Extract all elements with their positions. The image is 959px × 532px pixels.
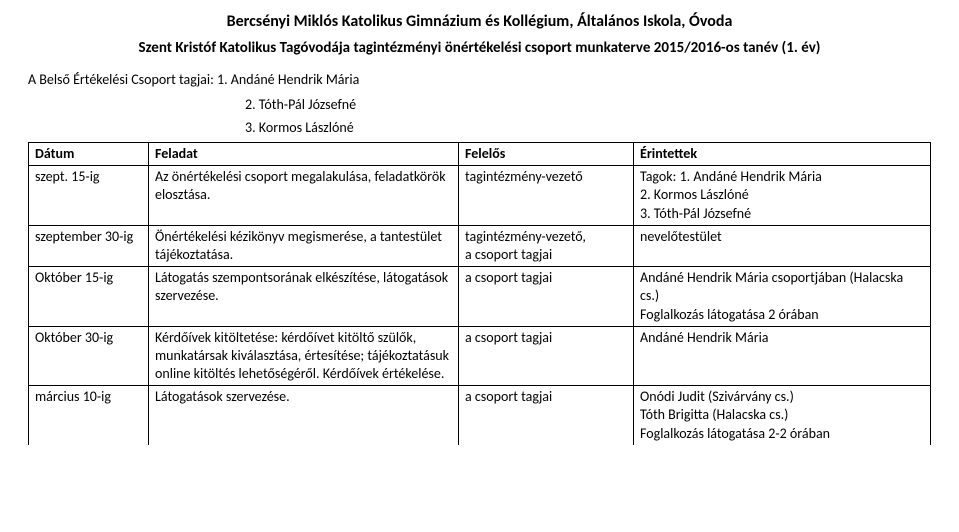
cell-involved: Andáné Hendrik Mária csoportjában (Halac… — [634, 267, 931, 327]
document-page: Bercsényi Miklós Katolikus Gimnázium és … — [0, 0, 959, 532]
cell-involved: Tagok: 1. Andáné Hendrik Mária 2. Kormos… — [634, 166, 931, 226]
cell-responsible: a csoport tagjai — [459, 267, 634, 327]
cell-task: Látogatások szervezése. — [149, 386, 459, 445]
members-label: A Belső Értékelési Csoport tagjai: — [28, 71, 214, 88]
cell-task: Látogatás szempontsorának elkészítése, l… — [149, 267, 459, 327]
table-header-row: Dátum Feladat Felelős Érintettek — [29, 143, 931, 166]
cell-date: március 10-ig — [29, 386, 149, 445]
col-date: Dátum — [29, 143, 149, 166]
member-2: 2. Tóth-Pál Józsefné — [28, 96, 931, 113]
cell-task: Kérdőívek kitöltetése: kérdőívet kitöltő… — [149, 326, 459, 386]
cell-involved: nevelőtestület — [634, 225, 931, 266]
cell-involved: Onódi Judit (Szivárvány cs.)Tóth Brigitt… — [634, 386, 931, 445]
cell-responsible: tagintézmény-vezető,a csoport tagjai — [459, 225, 634, 266]
col-responsible: Felelős — [459, 143, 634, 166]
member-3: 3. Kormos Lászlóné — [28, 119, 931, 136]
col-involved: Érintettek — [634, 143, 931, 166]
table-row: Október 15-ig Látogatás szempontsorának … — [29, 267, 931, 327]
cell-date: Október 30-ig — [29, 326, 149, 386]
page-title: Bercsényi Miklós Katolikus Gimnázium és … — [28, 12, 931, 31]
table-row: szeptember 30-ig Önértékelési kézikönyv … — [29, 225, 931, 266]
cell-responsible: tagintézmény-vezető — [459, 166, 634, 226]
table-row: Október 30-ig Kérdőívek kitöltetése: kér… — [29, 326, 931, 386]
cell-date: szept. 15-ig — [29, 166, 149, 226]
page-subtitle: Szent Kristóf Katolikus Tagóvodája tagin… — [28, 39, 931, 57]
cell-task: Az önértékelési csoport megalakulása, fe… — [149, 166, 459, 226]
cell-responsible: a csoport tagjai — [459, 326, 634, 386]
table-row: március 10-ig Látogatások szervezése. a … — [29, 386, 931, 445]
cell-date: szeptember 30-ig — [29, 225, 149, 266]
cell-responsible: a csoport tagjai — [459, 386, 634, 445]
col-task: Feladat — [149, 143, 459, 166]
schedule-table: Dátum Feladat Felelős Érintettek szept. … — [28, 142, 931, 445]
cell-involved: Andáné Hendrik Mária — [634, 326, 931, 386]
members-line: A Belső Értékelési Csoport tagjai: 1. An… — [28, 71, 931, 88]
cell-task: Önértékelési kézikönyv megismerése, a ta… — [149, 225, 459, 266]
member-1: 1. Andáné Hendrik Mária — [217, 71, 359, 88]
table-row: szept. 15-ig Az önértékelési csoport meg… — [29, 166, 931, 226]
cell-date: Október 15-ig — [29, 267, 149, 327]
